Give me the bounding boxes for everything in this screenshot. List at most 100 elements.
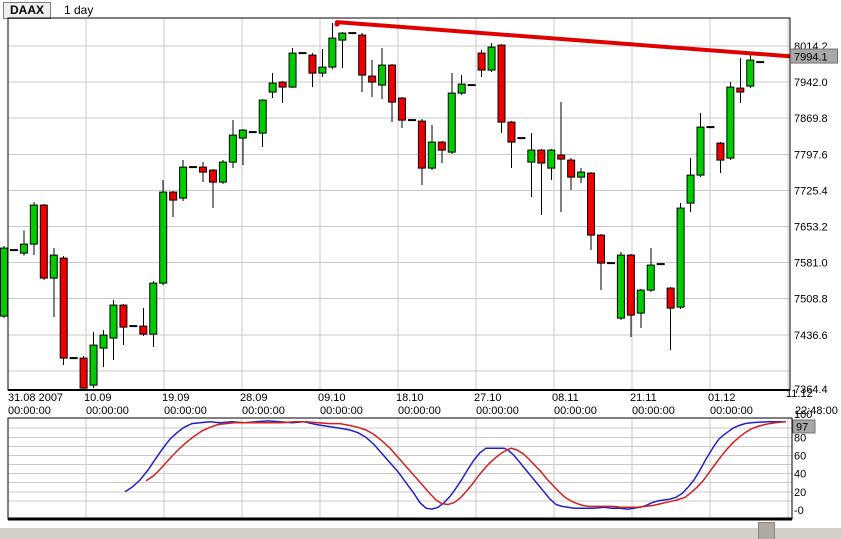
time-tick-label: 00:00:00 bbox=[632, 405, 675, 417]
time-tick-label: 00:00:00 bbox=[164, 405, 207, 417]
candle-body bbox=[159, 191, 168, 284]
candle-body bbox=[179, 166, 188, 199]
candle-body bbox=[666, 287, 675, 309]
time-tick-label: 00:00:00 bbox=[86, 405, 129, 417]
candle-body bbox=[636, 289, 645, 314]
price-axis: 8014.27942.07869.87797.67725.47653.27581… bbox=[790, 41, 838, 396]
candle-body bbox=[736, 87, 745, 93]
candle-body bbox=[19, 243, 28, 254]
current-price-badge bbox=[790, 48, 838, 64]
candle-body bbox=[447, 92, 456, 153]
time-tick-label: 00:00:00 bbox=[710, 405, 753, 417]
candle-body bbox=[238, 129, 247, 139]
grid-lines bbox=[8, 18, 792, 519]
candle-body bbox=[308, 54, 317, 74]
candle-body bbox=[567, 159, 576, 178]
candle-body bbox=[537, 149, 546, 164]
time-tick-label: 00:00:00 bbox=[242, 405, 285, 417]
candle-body bbox=[29, 204, 38, 245]
time-tick-label: 00:00:00 bbox=[398, 405, 441, 417]
indicator-tick-label: 40 bbox=[794, 469, 806, 481]
candle-body bbox=[646, 264, 655, 291]
candle-body bbox=[169, 191, 178, 201]
indicator-tick-label: 20 bbox=[794, 487, 806, 499]
indicator-tick-label: -0 bbox=[794, 505, 804, 517]
indicator-tick-label: 80 bbox=[794, 432, 806, 444]
date-tick-label: 10.09 bbox=[84, 392, 112, 404]
price-tick-label: 7581.0 bbox=[794, 258, 828, 270]
candle-body bbox=[626, 254, 635, 316]
date-tick-label: 18.10 bbox=[396, 392, 424, 404]
price-tick-label: 7725.4 bbox=[794, 185, 828, 197]
price-tick-label: 7508.8 bbox=[794, 294, 828, 306]
candle-body bbox=[497, 44, 506, 123]
time-tick-label: 22:48:00 bbox=[795, 405, 838, 417]
candle-body bbox=[557, 154, 566, 160]
date-tick-label: 11.12 bbox=[786, 388, 813, 400]
candle-body bbox=[417, 120, 426, 169]
indicator-axis: 100 80 60 40 20 -0 97 bbox=[792, 409, 816, 517]
candle-body bbox=[278, 81, 287, 88]
price-tick-label: 7797.6 bbox=[794, 149, 828, 161]
date-tick-label: 09.10 bbox=[318, 392, 346, 404]
candle-body bbox=[398, 97, 406, 121]
timeframe-label: 1 day bbox=[64, 3, 94, 17]
indicator-tick-label: 60 bbox=[794, 450, 806, 462]
candle-body bbox=[39, 204, 48, 279]
candle-body bbox=[358, 34, 367, 76]
candle-body bbox=[59, 257, 68, 359]
time-tick-label: 00:00:00 bbox=[8, 405, 51, 417]
candle-body bbox=[527, 149, 536, 163]
candle-body bbox=[696, 126, 705, 176]
candle-body bbox=[79, 357, 88, 389]
candle-body bbox=[99, 334, 108, 349]
candle-body bbox=[746, 59, 755, 87]
candle-body bbox=[507, 121, 516, 143]
candles bbox=[0, 23, 765, 391]
time-tick-label: 00:00:00 bbox=[554, 405, 597, 417]
candle-body bbox=[338, 32, 347, 41]
candle-body bbox=[318, 66, 327, 74]
candle-body bbox=[208, 169, 217, 183]
candle-body bbox=[686, 174, 695, 204]
candle-body bbox=[89, 344, 98, 386]
date-tick-label: 01.12 bbox=[708, 392, 736, 404]
candle-body bbox=[716, 142, 725, 161]
date-tick-label: 27.10 bbox=[474, 392, 502, 404]
time-axis: 31.08 200700:00:0010.0900:00:0019.0900:0… bbox=[8, 388, 838, 417]
price-tick-label: 7364.4 bbox=[794, 384, 828, 396]
stochastic-k-line bbox=[124, 420, 783, 510]
price-tick-label: 7869.8 bbox=[794, 113, 828, 125]
candle-body bbox=[0, 247, 8, 317]
candle-body bbox=[228, 134, 237, 163]
candle-body bbox=[218, 161, 227, 183]
candle-body bbox=[328, 37, 337, 68]
stochastic-d-line bbox=[145, 421, 787, 509]
candle-body bbox=[427, 141, 436, 169]
candle-body bbox=[149, 282, 158, 335]
panel-borders bbox=[7, 17, 793, 521]
scrollbar-thumb[interactable] bbox=[758, 522, 775, 539]
date-tick-label: 28.09 bbox=[240, 392, 268, 404]
price-tick-label: 7942.0 bbox=[794, 77, 828, 89]
date-tick-label: 21.11 bbox=[630, 392, 657, 404]
candle-body bbox=[258, 99, 267, 134]
candle-body bbox=[288, 52, 297, 88]
candle-body bbox=[437, 141, 446, 151]
candle-body bbox=[457, 83, 466, 94]
candle-body bbox=[368, 75, 377, 83]
date-tick-label: 08.11 bbox=[552, 392, 579, 404]
indicator-tick-label: 100 bbox=[794, 409, 812, 421]
candle-body bbox=[616, 254, 625, 319]
candle-body bbox=[676, 207, 685, 308]
candle-body bbox=[49, 254, 58, 279]
time-tick-label: 00:00:00 bbox=[320, 405, 363, 417]
candle-body bbox=[119, 304, 128, 328]
date-tick-label: 19.09 bbox=[162, 392, 190, 404]
candle-body bbox=[109, 304, 118, 339]
indicator-current-badge bbox=[792, 419, 816, 434]
candle-body bbox=[477, 52, 486, 71]
trend-line[interactable] bbox=[335, 20, 803, 60]
trend-line-anchor[interactable] bbox=[334, 21, 340, 27]
